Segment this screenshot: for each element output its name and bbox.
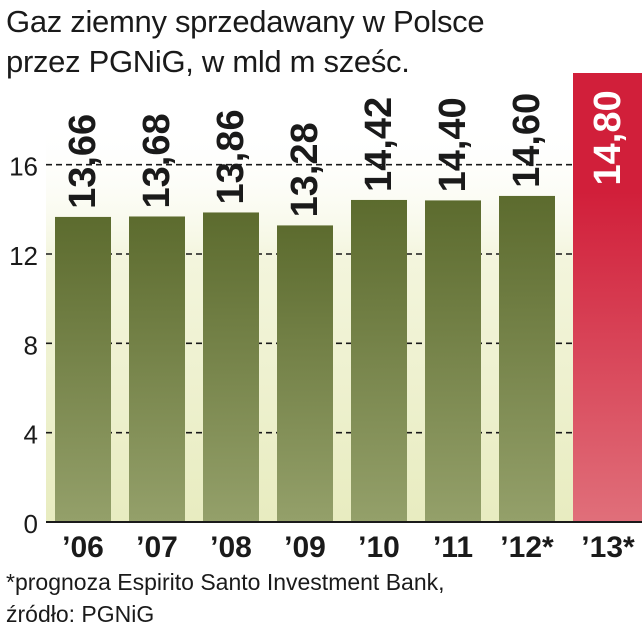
bar-7 bbox=[573, 191, 642, 522]
y-tick-label: 12 bbox=[9, 241, 38, 271]
x-tick-label-2: ’08 bbox=[210, 531, 252, 564]
x-tick-label-6: ’12* bbox=[500, 531, 554, 564]
chart-title: Gaz ziemny sprzedawany w Polsce przez PG… bbox=[6, 2, 636, 82]
x-tick-label-7: ’13* bbox=[581, 531, 635, 564]
chart-title-line-2: przez PGNiG, w mld m sześc. bbox=[6, 44, 410, 79]
x-tick-label-5: ’11 bbox=[433, 531, 473, 564]
bar-3 bbox=[277, 225, 333, 522]
bar-0 bbox=[55, 216, 111, 522]
value-label-0: 13,66 bbox=[62, 114, 104, 209]
footnote: *prognoza Espirito Santo Investment Bank… bbox=[6, 566, 636, 630]
bars bbox=[55, 191, 642, 523]
y-axis-tick-labels: 0 4 8 12 16 bbox=[9, 152, 38, 539]
value-label-7: 14,80 bbox=[587, 90, 629, 185]
y-tick-label: 4 bbox=[24, 420, 38, 450]
y-tick-label: 8 bbox=[24, 330, 38, 360]
value-label-3: 13,28 bbox=[284, 122, 326, 217]
value-label-4: 14,42 bbox=[358, 97, 400, 192]
footnote-line-1: *prognoza Espirito Santo Investment Bank… bbox=[6, 569, 445, 595]
y-tick-label: 16 bbox=[9, 152, 38, 182]
x-tick-label-0: ’06 bbox=[62, 531, 104, 564]
value-labels: 13,66 13,68 13,86 13,28 14,42 14,40 14,60 14,80 bbox=[62, 73, 642, 217]
chart-title-line-1: Gaz ziemny sprzedawany w Polsce bbox=[6, 4, 485, 39]
x-tick-label-3: ’09 bbox=[284, 531, 326, 564]
x-axis-tick-labels: ’06 ’07 ’08 ’09 ’10 ’11 ’12* ’13* bbox=[62, 531, 635, 564]
footnote-line-2: źródło: PGNiG bbox=[6, 601, 155, 627]
value-label-2: 13,86 bbox=[210, 109, 252, 204]
bar-4 bbox=[351, 199, 407, 522]
bar-2 bbox=[203, 212, 259, 522]
bar-5 bbox=[425, 200, 481, 522]
x-tick-label-4: ’10 bbox=[358, 531, 400, 564]
x-tick-label-1: ’07 bbox=[136, 531, 178, 564]
y-tick-label: 0 bbox=[24, 509, 38, 539]
value-label-1: 13,68 bbox=[136, 113, 178, 208]
value-label-6: 14,60 bbox=[506, 93, 548, 188]
bar-6 bbox=[499, 195, 555, 522]
highlight-value-box bbox=[573, 73, 642, 194]
value-label-5: 14,40 bbox=[432, 97, 474, 192]
bar-1 bbox=[129, 216, 185, 523]
